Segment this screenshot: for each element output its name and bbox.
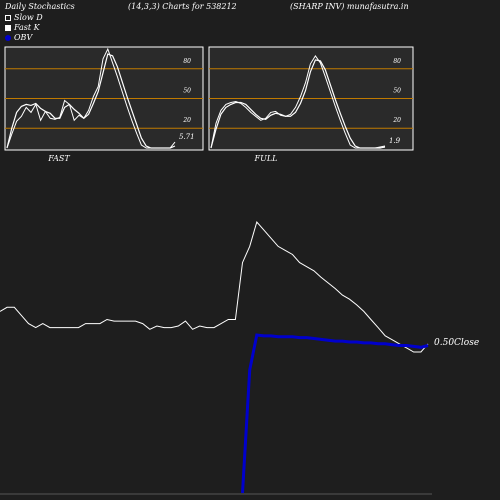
legend-swatch-obv bbox=[5, 34, 11, 41]
full-level-label: 80 bbox=[393, 58, 401, 65]
full-level-label: 50 bbox=[393, 88, 401, 95]
legend-slow-d: Slow D bbox=[5, 13, 43, 22]
chart-title-middle: (14,3,3) Charts for 538212 bbox=[128, 2, 237, 11]
fast-level-label: 20 bbox=[182, 117, 191, 124]
legend-fast-k: Fast K bbox=[5, 23, 40, 32]
legend-label-fast-k: Fast K bbox=[14, 23, 40, 32]
fast-panel-title: FAST bbox=[47, 154, 70, 163]
chart-title-right: (SHARP INV) munafasutra.in bbox=[290, 2, 409, 11]
fast-level-label: 80 bbox=[183, 58, 191, 65]
legend-label-obv: OBV bbox=[14, 33, 33, 42]
legend-swatch-fast-k bbox=[5, 24, 11, 31]
legend-obv: OBV bbox=[5, 33, 32, 42]
full-series-line bbox=[210, 59, 386, 149]
full-level-label: 20 bbox=[392, 117, 401, 124]
obv-line bbox=[241, 333, 429, 494]
chart-title-left: Daily Stochastics bbox=[5, 2, 75, 11]
full-panel-title: FULL bbox=[254, 154, 278, 163]
legend-swatch-slow-d bbox=[5, 14, 11, 21]
full-last-value-label: 1.9 bbox=[389, 137, 401, 145]
fast-last-value-label: 5.71 bbox=[179, 133, 195, 141]
close-price-line bbox=[0, 220, 429, 353]
legend-label-slow-d: Slow D bbox=[14, 13, 43, 22]
fast-series-line bbox=[6, 53, 176, 149]
fast-level-label: 50 bbox=[183, 88, 191, 95]
close-last-value-label: 0.50Close bbox=[434, 338, 479, 348]
fast-series-line bbox=[6, 47, 176, 149]
